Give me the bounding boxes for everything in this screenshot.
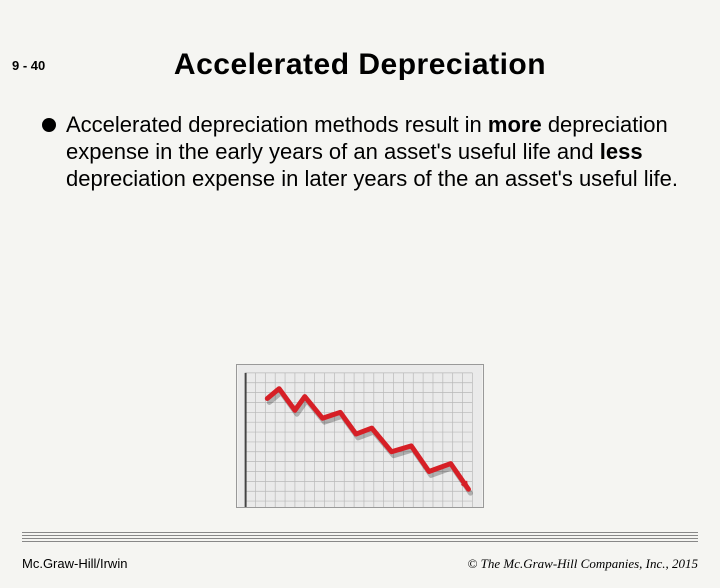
body-text: Accelerated depreciation methods result …: [66, 112, 678, 192]
footer-publisher: Mc.Graw-Hill/Irwin: [22, 556, 127, 572]
divider: [22, 532, 698, 544]
body-seg-1: Accelerated depreciation methods result …: [66, 112, 488, 137]
body-bold-more: more: [488, 112, 542, 137]
decline-chart: [236, 364, 484, 508]
chart-svg: [237, 365, 483, 507]
bullet-icon: [42, 118, 56, 132]
footer: Mc.Graw-Hill/Irwin © The Mc.Graw-Hill Co…: [22, 556, 698, 572]
slide-number: 9 - 40: [12, 58, 45, 73]
body-content: Accelerated depreciation methods result …: [0, 112, 720, 192]
body-bold-less: less: [600, 139, 643, 164]
footer-copyright: © The Mc.Graw-Hill Companies, Inc., 2015: [468, 556, 699, 572]
body-seg-3: depreciation expense in later years of t…: [66, 166, 678, 191]
slide-title: Accelerated Depreciation: [0, 48, 720, 82]
